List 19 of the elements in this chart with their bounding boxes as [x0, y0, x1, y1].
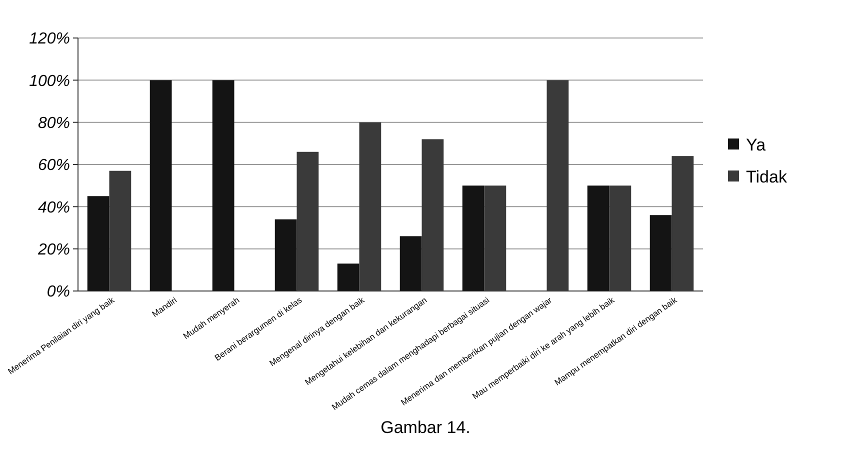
- y-tick-label: 100%: [29, 72, 70, 90]
- bar: [587, 186, 610, 291]
- y-tick-label: 0%: [46, 284, 70, 301]
- bar: [337, 264, 360, 291]
- bar: [212, 80, 234, 291]
- y-tick-label: 80%: [38, 114, 70, 132]
- y-tick-label: 20%: [36, 241, 70, 258]
- bar: [150, 80, 172, 291]
- bar: [400, 236, 422, 291]
- y-tick-label: 40%: [38, 199, 70, 216]
- y-tick-label: 120%: [29, 30, 70, 48]
- bar: [462, 186, 484, 291]
- legend-label: Tidak: [746, 167, 788, 186]
- bar: [87, 196, 110, 291]
- legend-label: Ya: [746, 135, 766, 154]
- text: Gambar 14.: [380, 418, 470, 437]
- y-tick-label: 60%: [38, 157, 70, 174]
- bar: [274, 219, 297, 291]
- bar: [650, 215, 672, 291]
